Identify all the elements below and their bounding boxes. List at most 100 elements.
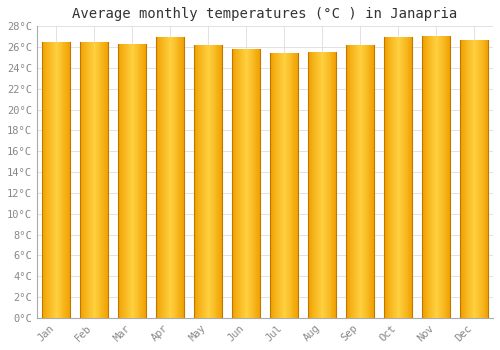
Bar	[127, 44, 128, 318]
Bar	[174, 37, 176, 318]
Bar	[444, 36, 446, 318]
Bar	[362, 45, 363, 318]
Bar	[57, 42, 58, 318]
Bar	[144, 44, 145, 318]
Bar	[245, 49, 246, 318]
Bar	[98, 42, 100, 318]
Bar	[234, 49, 236, 318]
Bar	[176, 37, 178, 318]
Bar	[334, 52, 336, 318]
Bar	[322, 52, 323, 318]
Bar	[384, 37, 386, 318]
Bar	[434, 36, 435, 318]
Bar	[89, 42, 90, 318]
Bar	[244, 49, 245, 318]
Bar	[324, 52, 325, 318]
Bar	[470, 40, 471, 318]
Bar	[87, 42, 88, 318]
Bar	[290, 53, 292, 318]
Bar	[330, 52, 332, 318]
Bar	[363, 45, 364, 318]
Bar	[56, 42, 57, 318]
Bar	[402, 37, 403, 318]
Bar	[95, 42, 96, 318]
Bar	[396, 37, 397, 318]
Bar	[479, 40, 480, 318]
Bar	[350, 45, 352, 318]
Bar	[308, 52, 310, 318]
Bar	[163, 37, 164, 318]
Bar	[204, 45, 205, 318]
Bar	[471, 40, 472, 318]
Bar	[118, 44, 120, 318]
Bar	[408, 37, 410, 318]
Bar	[92, 42, 93, 318]
Bar	[62, 42, 64, 318]
Bar	[462, 40, 464, 318]
Bar	[172, 37, 174, 318]
Bar	[278, 53, 279, 318]
Bar	[243, 49, 244, 318]
Bar	[394, 37, 395, 318]
Bar	[437, 36, 438, 318]
Bar	[468, 40, 469, 318]
Bar	[209, 45, 210, 318]
Bar	[292, 53, 294, 318]
Bar	[165, 37, 166, 318]
Bar	[102, 42, 104, 318]
Bar	[198, 45, 200, 318]
Bar	[58, 42, 59, 318]
Bar	[356, 45, 357, 318]
Bar	[477, 40, 478, 318]
Bar	[406, 37, 408, 318]
Bar	[200, 45, 201, 318]
Bar	[60, 42, 62, 318]
Bar	[246, 49, 247, 318]
Bar	[100, 42, 102, 318]
Bar	[439, 36, 440, 318]
Bar	[182, 37, 183, 318]
Bar	[346, 45, 348, 318]
Bar	[80, 42, 82, 318]
Bar	[52, 42, 53, 318]
Bar	[134, 44, 136, 318]
Bar	[44, 42, 46, 318]
Bar	[438, 36, 439, 318]
Bar	[42, 42, 43, 318]
Bar	[478, 40, 479, 318]
Bar	[287, 53, 288, 318]
Bar	[359, 45, 360, 318]
Bar	[484, 40, 486, 318]
Bar	[272, 53, 274, 318]
Bar	[156, 37, 158, 318]
Bar	[242, 49, 243, 318]
Bar	[250, 49, 252, 318]
Bar	[131, 44, 132, 318]
Bar	[466, 40, 468, 318]
Bar	[294, 53, 296, 318]
Bar	[132, 44, 133, 318]
Bar	[105, 42, 106, 318]
Bar	[86, 42, 87, 318]
Bar	[142, 44, 144, 318]
Bar	[130, 44, 131, 318]
Bar	[430, 36, 432, 318]
Bar	[203, 45, 204, 318]
Bar	[392, 37, 394, 318]
Bar	[310, 52, 312, 318]
Bar	[435, 36, 436, 318]
Bar	[286, 53, 287, 318]
Bar	[212, 45, 214, 318]
Bar	[426, 36, 428, 318]
Bar	[50, 42, 51, 318]
Bar	[398, 37, 399, 318]
Bar	[67, 42, 68, 318]
Bar	[238, 49, 240, 318]
Bar	[145, 44, 146, 318]
Bar	[436, 36, 437, 318]
Bar	[206, 45, 207, 318]
Bar	[364, 45, 366, 318]
Bar	[106, 42, 107, 318]
Bar	[91, 42, 92, 318]
Bar	[296, 53, 297, 318]
